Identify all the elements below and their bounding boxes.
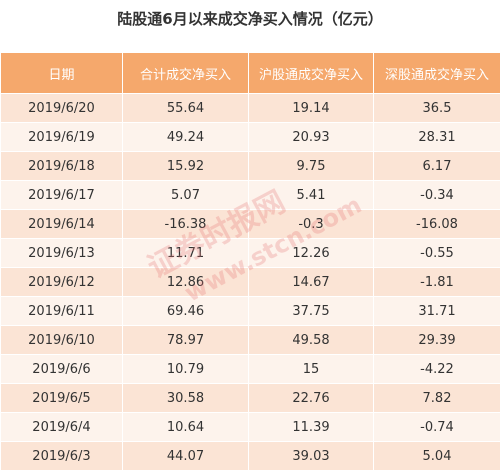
value-cell: 10.79 xyxy=(122,354,249,384)
header-cell: 深股通成交净买入 xyxy=(373,52,500,94)
date-cell: 2019/6/4 xyxy=(0,412,123,442)
value-cell: -16.08 xyxy=(373,209,500,239)
value-cell: 6.17 xyxy=(373,151,500,181)
date-cell: 2019/6/6 xyxy=(0,354,123,384)
value-cell: 22.76 xyxy=(248,383,374,413)
table-row: 2019/6/20 55.64 19.14 36.5 xyxy=(0,93,500,123)
table-row: 2019/6/10 78.97 49.58 29.39 xyxy=(0,325,500,355)
date-cell: 2019/6/3 xyxy=(0,441,123,470)
table-row: 2019/6/17 5.07 5.41 -0.34 xyxy=(0,180,500,210)
date-cell: 2019/6/14 xyxy=(0,209,123,239)
value-cell: 11.39 xyxy=(248,412,374,442)
value-cell: 29.39 xyxy=(373,325,500,355)
table-row: 2019/6/4 10.64 11.39 -0.74 xyxy=(0,412,500,442)
table-row: 2019/6/11 69.46 37.75 31.71 xyxy=(0,296,500,326)
value-cell: 28.31 xyxy=(373,122,500,152)
table-row: 2019/6/13 11.71 12.26 -0.55 xyxy=(0,238,500,268)
date-cell: 2019/6/10 xyxy=(0,325,123,355)
value-cell: 5.41 xyxy=(248,180,374,210)
date-cell: 2019/6/13 xyxy=(0,238,123,268)
value-cell: -16.38 xyxy=(122,209,249,239)
value-cell: 9.75 xyxy=(248,151,374,181)
table-row: 2019/6/5 30.58 22.76 7.82 xyxy=(0,383,500,413)
date-cell: 2019/6/5 xyxy=(0,383,123,413)
value-cell: 12.26 xyxy=(248,238,374,268)
value-cell: -0.55 xyxy=(373,238,500,268)
date-cell: 2019/6/12 xyxy=(0,267,123,297)
date-cell: 2019/6/11 xyxy=(0,296,123,326)
value-cell: -1.81 xyxy=(373,267,500,297)
value-cell: 10.64 xyxy=(122,412,249,442)
value-cell: 5.04 xyxy=(373,441,500,470)
value-cell: -0.74 xyxy=(373,412,500,442)
value-cell: 39.03 xyxy=(248,441,374,470)
value-cell: 12.86 xyxy=(122,267,249,297)
table-row: 2019/6/18 15.92 9.75 6.17 xyxy=(0,151,500,181)
value-cell: 69.46 xyxy=(122,296,249,326)
value-cell: 78.97 xyxy=(122,325,249,355)
value-cell: 30.58 xyxy=(122,383,249,413)
date-cell: 2019/6/20 xyxy=(0,93,123,123)
value-cell: 5.07 xyxy=(122,180,249,210)
title: 陆股通6月以来成交净买入情况（亿元） xyxy=(117,10,383,28)
data-table: 日期 合计成交净买入 沪股通成交净买入 深股通成交净买入 2019/6/20 55.64… xyxy=(0,52,500,470)
table-row: 2019/6/19 49.24 20.93 28.31 xyxy=(0,122,500,152)
value-cell: 14.67 xyxy=(248,267,374,297)
value-cell: 55.64 xyxy=(122,93,249,123)
value-cell: 36.5 xyxy=(373,93,500,123)
value-cell: 49.58 xyxy=(248,325,374,355)
value-cell: 31.71 xyxy=(373,296,500,326)
value-cell: 20.93 xyxy=(248,122,374,152)
header-cell: 日期 xyxy=(0,52,123,94)
value-cell: 11.71 xyxy=(122,238,249,268)
value-cell: -0.3 xyxy=(248,209,374,239)
value-cell: 15.92 xyxy=(122,151,249,181)
table-row: 2019/6/6 10.79 15 -4.22 xyxy=(0,354,500,384)
value-cell: 19.14 xyxy=(248,93,374,123)
table-body: 2019/6/20 55.64 19.14 36.5 2019/6/19 49.24 20.… xyxy=(0,93,500,470)
value-cell: -4.22 xyxy=(373,354,500,384)
value-cell: 49.24 xyxy=(122,122,249,152)
header-cell: 沪股通成交净买入 xyxy=(248,52,374,94)
value-cell: 15 xyxy=(248,354,374,384)
header-row: 日期 合计成交净买入 沪股通成交净买入 深股通成交净买入 xyxy=(0,52,500,94)
date-cell: 2019/6/18 xyxy=(0,151,123,181)
value-cell: 44.07 xyxy=(122,441,249,470)
date-cell: 2019/6/19 xyxy=(0,122,123,152)
value-cell: -0.34 xyxy=(373,180,500,210)
header-cell: 合计成交净买入 xyxy=(122,52,249,94)
value-cell: 7.82 xyxy=(373,383,500,413)
value-cell: 37.75 xyxy=(248,296,374,326)
table-row: 2019/6/3 44.07 39.03 5.04 xyxy=(0,441,500,470)
table-row: 2019/6/14 -16.38 -0.3 -16.08 xyxy=(0,209,500,239)
table-row: 2019/6/12 12.86 14.67 -1.81 xyxy=(0,267,500,297)
date-cell: 2019/6/17 xyxy=(0,180,123,210)
